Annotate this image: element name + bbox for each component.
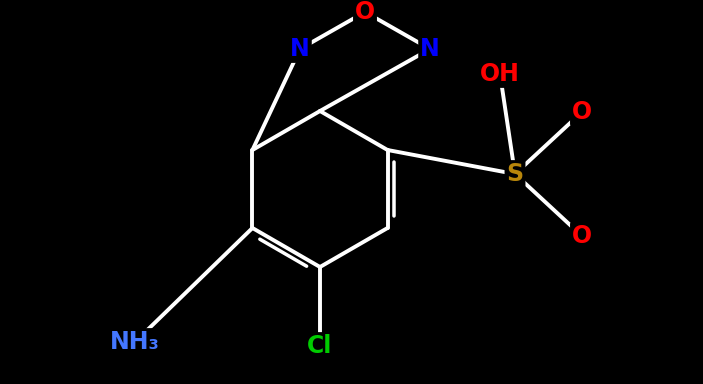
Text: NH₃: NH₃ <box>110 330 160 354</box>
Text: N: N <box>420 37 440 61</box>
Text: S: S <box>506 162 524 186</box>
Text: N: N <box>290 37 310 61</box>
Text: OH: OH <box>480 62 520 86</box>
Text: O: O <box>572 224 592 248</box>
Text: Cl: Cl <box>307 334 333 358</box>
Text: O: O <box>572 100 592 124</box>
Text: O: O <box>355 0 375 24</box>
